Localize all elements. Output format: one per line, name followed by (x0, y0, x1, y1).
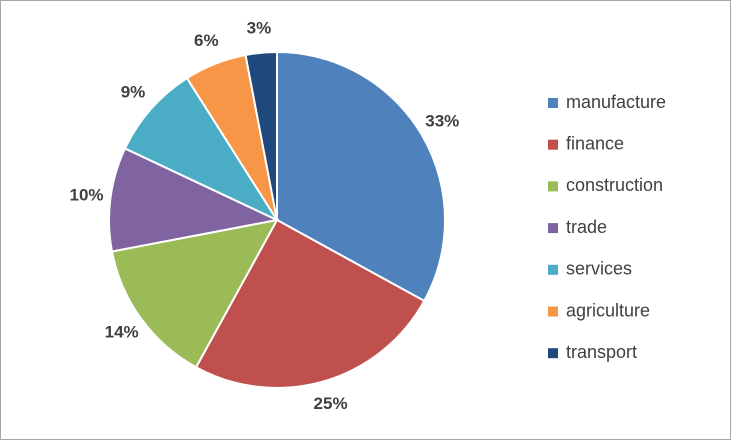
pie-slice (244, 50, 278, 221)
legend-swatch (548, 223, 558, 234)
legend-swatch (548, 264, 558, 275)
legend-swatch (548, 181, 558, 192)
pie-slice (276, 50, 447, 303)
pie-slice (110, 218, 279, 369)
pie-slice (108, 147, 281, 253)
legend-swatch (548, 98, 558, 108)
legend-swatch (548, 306, 558, 317)
data-label: 14% (105, 322, 139, 341)
data-label: 6% (194, 31, 219, 50)
legend-label: services (566, 259, 632, 279)
legend-label: trade (566, 217, 607, 237)
data-label: 25% (314, 394, 348, 413)
legend-label: manufacture (566, 92, 666, 112)
data-label: 33% (425, 112, 459, 131)
pie-slice (123, 76, 280, 223)
data-label: 10% (69, 185, 103, 204)
legend-label: agriculture (566, 300, 650, 320)
legend-label: finance (566, 133, 624, 153)
data-label: 3% (247, 18, 272, 37)
legend-swatch (548, 348, 558, 359)
data-label: 9% (121, 83, 146, 102)
legend-label: construction (566, 175, 663, 195)
pie-slice (194, 218, 426, 390)
legend-swatch (548, 139, 558, 150)
legend-label: transport (566, 342, 637, 362)
